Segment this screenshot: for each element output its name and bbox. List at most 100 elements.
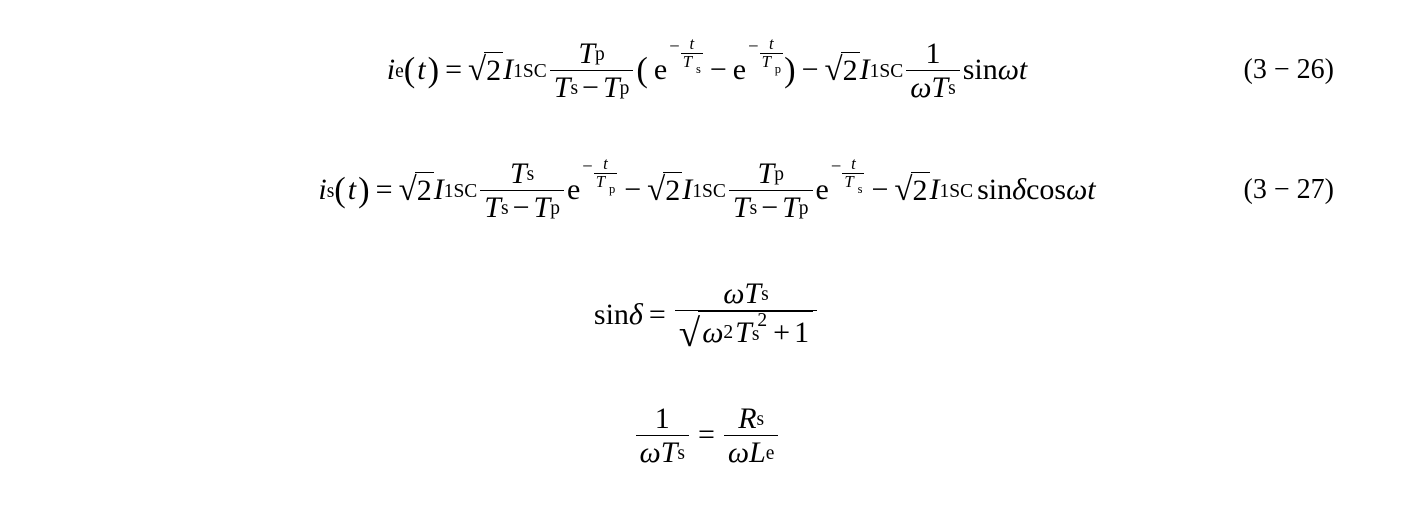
minus: − (871, 173, 888, 207)
rparen: ) (358, 171, 370, 210)
omega: ω (1066, 173, 1087, 207)
sfrac-t-Ts: t T s (842, 156, 864, 194)
sub-s: s (570, 78, 578, 99)
var-i: i (387, 53, 395, 87)
var-L: L (749, 436, 766, 469)
var-T: T (484, 191, 501, 224)
var-T: T (534, 191, 551, 224)
var-T: T (782, 191, 799, 224)
frac-1-omegaTs: 1 ω T s (906, 37, 959, 104)
frac-Rs-omegaLe: R s ω L e (724, 402, 779, 469)
surd: √ (679, 313, 700, 356)
equation-2: i s ( t ) = √ 2 I 1SC T s T s − (318, 157, 1095, 224)
frac-1-omegaTs: 1 ω T s (636, 402, 689, 469)
equation-1: i e ( t ) = √ 2 I 1SC T p T s − (387, 37, 1027, 104)
radicand-2: 2 (911, 172, 930, 209)
sub-s: s (527, 164, 535, 185)
sub-s: s (501, 198, 509, 219)
var-t: t (769, 34, 774, 53)
equals: = (649, 298, 666, 332)
one: 1 (794, 316, 809, 349)
sub-p: p (799, 198, 809, 219)
sin: sin (977, 173, 1012, 207)
equals: = (376, 173, 393, 207)
var-I: I (682, 173, 692, 207)
minus: − (582, 71, 599, 104)
sub-s: s (948, 78, 956, 99)
sub-s: s (677, 443, 685, 464)
var-t: t (1019, 53, 1027, 87)
var-T: T (744, 277, 761, 310)
var-t: t (689, 34, 694, 53)
sqrt2: √ 2 (647, 172, 682, 209)
sub-s: s (750, 198, 758, 219)
var-T: T (554, 71, 571, 104)
one: 1 (651, 402, 674, 435)
frac-Tp-TsTp: T p T s − T p (550, 37, 634, 104)
exp-e: e (816, 173, 829, 207)
exponent-t-Tp: − t T p (582, 156, 618, 194)
sin: sin (594, 298, 629, 332)
var-t: t (603, 154, 608, 173)
var-T: T (844, 172, 853, 191)
sub-1SC: 1SC (940, 181, 974, 203)
sub-e: e (395, 61, 404, 83)
omega: ω (998, 53, 1019, 87)
sfrac-t-Tp: t T p (760, 36, 783, 74)
rparen: ) (784, 51, 796, 90)
equation-label-1: (3 − 26) (1244, 54, 1334, 86)
sub-1SC: 1SC (870, 61, 904, 83)
radicand-2: 2 (841, 52, 860, 89)
var-T: T (683, 52, 692, 71)
omega: ω (723, 277, 744, 310)
equation-3: sin δ = ω T s √ ω 2 T (594, 277, 820, 354)
equation-label-2: (3 − 27) (1244, 174, 1334, 206)
var-I: I (860, 53, 870, 87)
exponent-t-Ts: − t T s (831, 156, 866, 194)
var-T: T (758, 157, 775, 190)
minus: − (710, 53, 727, 87)
sub-s: s (696, 62, 701, 76)
var-I: I (930, 173, 940, 207)
sub-p: p (550, 198, 560, 219)
sub-s: s (757, 409, 765, 430)
frac-Ts-TsTp: T s T s − T p (480, 157, 564, 224)
var-T: T (931, 71, 948, 104)
minus: − (748, 36, 759, 58)
equation-row-3: sin δ = ω T s √ ω 2 T (40, 250, 1374, 380)
var-T: T (735, 316, 752, 349)
var-T: T (733, 191, 750, 224)
sub-s: s (761, 284, 769, 305)
minus: − (831, 156, 842, 178)
minus: − (624, 173, 641, 207)
var-T: T (510, 157, 527, 190)
minus: − (669, 36, 680, 58)
var-R: R (738, 402, 756, 435)
one: 1 (921, 37, 944, 70)
var-t: t (851, 154, 856, 173)
exponent-t-Tp: − t T p (748, 36, 784, 74)
lparen: ( (404, 51, 416, 90)
sub-1SC: 1SC (444, 181, 478, 203)
frac-Tp-TsTp: T p T s − T p (729, 157, 813, 224)
var-t: t (348, 173, 356, 207)
equals: = (698, 418, 715, 452)
frac-sindelta: ω T s √ ω 2 T s 2 + (675, 277, 817, 354)
lparen: ( (334, 171, 346, 210)
equation-4: 1 ω T s = R s ω L e (633, 402, 782, 469)
exp-e: e (654, 53, 667, 87)
sfrac-t-Tp: t T p (594, 156, 617, 194)
sup-2: 2 (757, 310, 767, 331)
sfrac-t-Ts: t T s (681, 36, 703, 74)
sin: sin (963, 53, 998, 87)
sqrt2: √ 2 (468, 52, 503, 89)
sub-p: p (609, 182, 615, 196)
equation-row-1: i e ( t ) = √ 2 I 1SC T p T s − (40, 10, 1374, 130)
sqrt2: √ 2 (399, 172, 434, 209)
radicand-2: 2 (663, 172, 682, 209)
plus: + (773, 316, 790, 349)
lparen: ( (636, 51, 648, 90)
sub-e: e (766, 443, 775, 464)
var-T: T (596, 172, 605, 191)
radicand-2: 2 (484, 52, 503, 89)
